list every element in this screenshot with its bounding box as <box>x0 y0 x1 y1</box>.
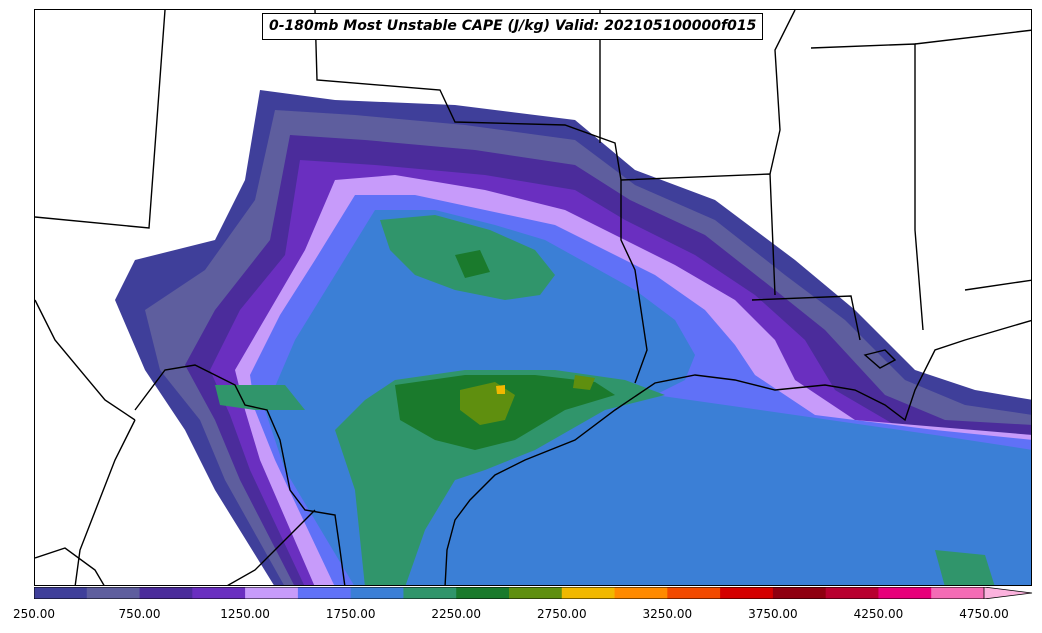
colorbar-segment <box>350 587 404 599</box>
colorbar-tick-label: 3750.00 <box>748 607 798 621</box>
colorbar-segment <box>931 587 985 599</box>
colorbar-segment <box>86 587 141 599</box>
cape-fill-layers <box>115 90 1031 585</box>
boundary-line <box>769 10 796 175</box>
colorbar-tick-label: 1250.00 <box>220 607 270 621</box>
colorbar-segment <box>561 587 616 599</box>
colorbar-segment <box>614 587 668 599</box>
colorbar-segment <box>245 587 299 599</box>
boundary-line <box>35 10 166 229</box>
colorbar-segment <box>403 587 457 599</box>
boundary-line <box>227 509 316 585</box>
coastline-line <box>863 349 897 369</box>
boundary-line <box>914 29 1031 45</box>
boundary-line <box>134 364 346 585</box>
boundary-line <box>35 299 136 421</box>
cape-band-2500 <box>460 375 595 425</box>
colorbar <box>34 587 1033 599</box>
cape-band-2000 <box>215 215 995 585</box>
boundary-line <box>35 547 105 585</box>
colorbar-segment <box>720 587 774 599</box>
boundary-line <box>74 419 136 585</box>
boundary-line <box>810 43 924 331</box>
colorbar-segment <box>297 587 352 599</box>
boundary-line <box>964 279 1031 291</box>
colorbar-tick-label: 4250.00 <box>853 607 904 621</box>
colorbar-segment <box>825 587 879 599</box>
colorbar-tick-label: 250.00 <box>13 607 55 621</box>
boundary-line <box>620 180 648 384</box>
colorbar-tick-label: 2250.00 <box>431 607 482 621</box>
colorbar-tick-label: 4750.00 <box>959 607 1009 621</box>
colorbar-extend-arrow <box>983 587 1033 599</box>
colorbar-segment <box>139 587 193 599</box>
coastline-line <box>444 319 1031 585</box>
boundary-line <box>314 10 622 181</box>
cape-band-2750 <box>496 385 505 394</box>
colorbar-segment <box>772 587 827 599</box>
colorbar-tick-label: 2750.00 <box>536 607 587 621</box>
colorbar-tick-label: 750.00 <box>118 607 161 621</box>
colorbar-segment <box>456 587 510 599</box>
colorbar-segment <box>878 587 932 599</box>
colorbar-tick-label: 3250.00 <box>642 607 693 621</box>
colorbar-segment <box>34 587 88 599</box>
cape-band-2250 <box>395 250 615 450</box>
colorbar-tick-label: 1750.00 <box>325 607 376 621</box>
colorbar-segment <box>192 587 246 599</box>
colorbar-segment <box>667 587 721 599</box>
coastline <box>444 319 1031 585</box>
colorbar-segment <box>509 587 563 599</box>
map-title: 0-180mb Most Unstable CAPE (J/kg) Valid:… <box>262 13 764 40</box>
boundary-line <box>751 295 861 341</box>
map-panel <box>34 9 1032 586</box>
cape-map <box>35 10 1031 585</box>
